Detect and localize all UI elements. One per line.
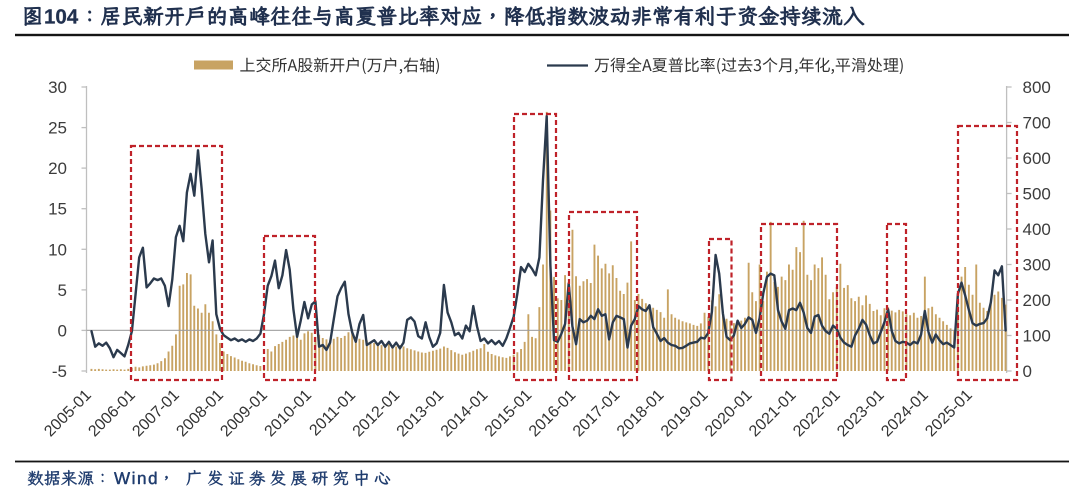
svg-text:700: 700 [1023,114,1051,133]
svg-text:30: 30 [48,78,67,97]
svg-text:25: 25 [48,119,67,138]
svg-text:0: 0 [1023,362,1032,381]
svg-text:-5: -5 [52,362,67,381]
svg-text:400: 400 [1023,220,1051,239]
svg-text:800: 800 [1023,78,1051,97]
svg-text:300: 300 [1023,256,1051,275]
svg-text:5: 5 [58,281,67,300]
svg-text:10: 10 [48,240,67,259]
svg-text:600: 600 [1023,149,1051,168]
svg-text:500: 500 [1023,185,1051,204]
svg-text:100: 100 [1023,327,1051,346]
svg-text:20: 20 [48,159,67,178]
svg-text:200: 200 [1023,291,1051,310]
svg-text:15: 15 [48,200,67,219]
svg-text:0: 0 [58,321,67,340]
